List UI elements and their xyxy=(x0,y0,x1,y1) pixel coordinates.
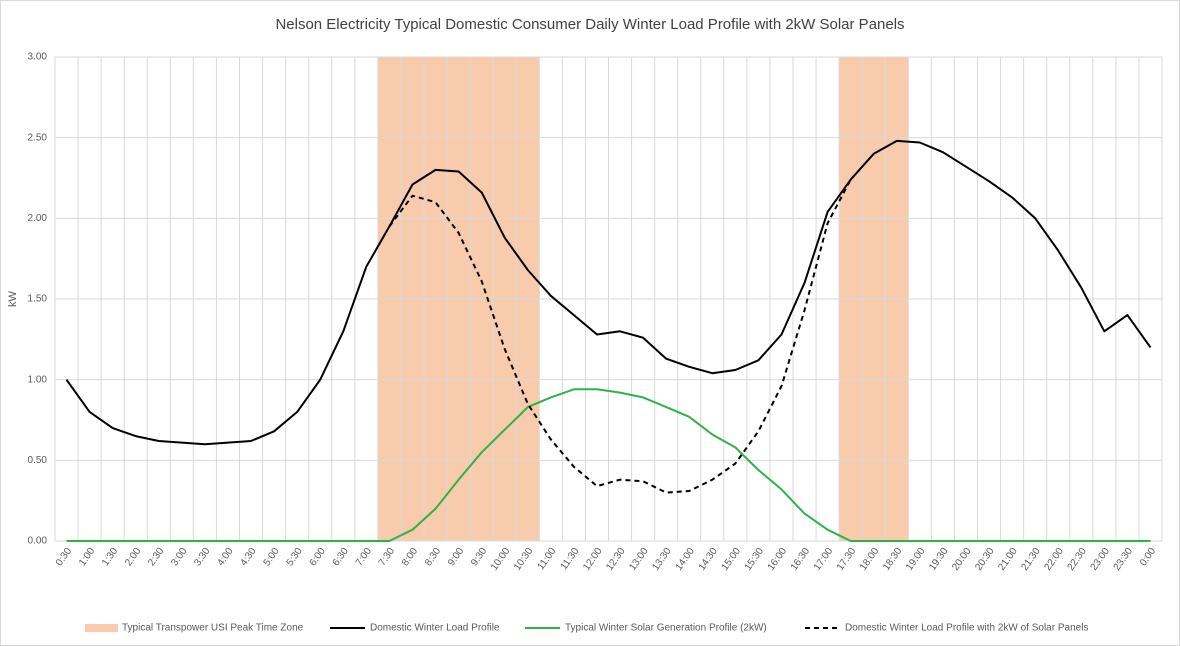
y-tick-label: 1.50 xyxy=(28,294,48,305)
y-tick-label: 2.00 xyxy=(28,213,48,224)
legend-label: Typical Transpower USI Peak Time Zone xyxy=(122,623,304,634)
series-line xyxy=(65,139,1152,446)
chart-title: Nelson Electricity Typical Domestic Cons… xyxy=(275,16,904,33)
legend-label: Typical Winter Solar Generation Profile … xyxy=(565,623,767,634)
y-tick-label: 2.50 xyxy=(28,132,48,143)
legend-label: Domestic Winter Load Profile xyxy=(370,623,500,634)
legend-label: Domestic Winter Load Profile with 2kW of… xyxy=(845,623,1088,634)
y-tick-label: 0.50 xyxy=(28,455,48,466)
series-line xyxy=(66,388,1151,542)
y-tick-label: 0.00 xyxy=(28,536,48,547)
y-axis-label: kW xyxy=(7,290,19,307)
legend-swatch xyxy=(85,624,118,632)
series-line xyxy=(388,179,852,494)
y-tick-label: 3.00 xyxy=(28,52,48,63)
y-tick-label: 1.00 xyxy=(28,374,48,385)
